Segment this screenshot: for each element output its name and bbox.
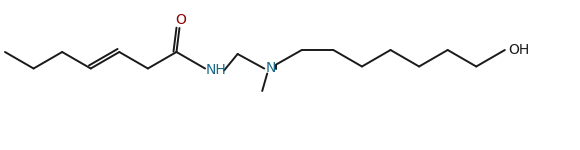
Text: NH: NH xyxy=(206,63,226,78)
Text: N: N xyxy=(266,61,277,75)
Text: O: O xyxy=(175,13,186,27)
Text: OH: OH xyxy=(508,43,530,57)
